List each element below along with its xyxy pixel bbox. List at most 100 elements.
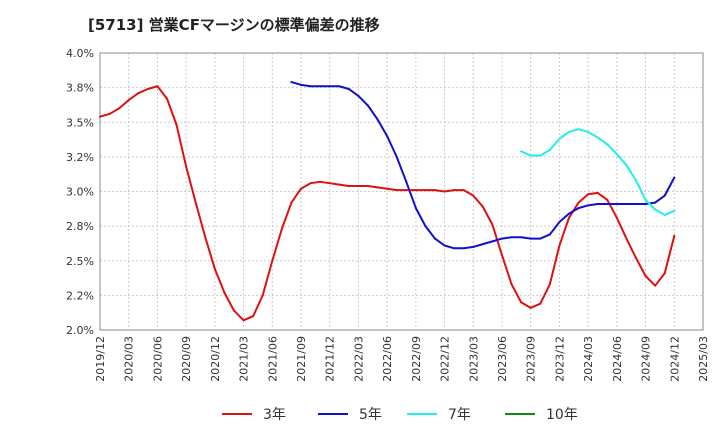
data-point-5年	[501, 237, 503, 240]
x-tick-label: 2024/09	[640, 336, 653, 382]
data-point-3年	[443, 190, 446, 193]
data-point-7年	[663, 214, 666, 217]
data-point-3年	[673, 234, 676, 237]
x-tick-label: 2022/09	[410, 336, 423, 382]
data-point-5年	[462, 247, 465, 250]
data-point-3年	[596, 191, 599, 194]
x-tick-label: 2023/09	[525, 336, 538, 382]
x-tick-label: 2020/09	[180, 336, 193, 382]
data-point-7年	[673, 209, 676, 212]
data-point-5年	[405, 180, 408, 183]
data-point-3年	[242, 319, 245, 322]
y-tick-label: 3.0%	[66, 186, 94, 199]
data-point-3年	[118, 107, 121, 110]
data-point-5年	[596, 202, 599, 205]
data-point-3年	[194, 201, 197, 204]
data-point-5年	[587, 204, 590, 207]
plot-area-border	[99, 52, 704, 331]
x-tick-label: 2021/06	[266, 336, 279, 382]
data-point-5年	[290, 81, 293, 84]
data-point-5年	[644, 202, 647, 205]
data-point-7年	[520, 150, 523, 153]
x-tick-label: 2023/03	[467, 336, 480, 382]
data-point-3年	[156, 85, 159, 88]
data-point-7年	[625, 164, 628, 167]
data-point-7年	[644, 198, 647, 201]
x-tick-label: 2023/12	[553, 336, 566, 382]
data-point-3年	[635, 256, 637, 259]
data-point-3年	[223, 291, 226, 294]
y-tick-label: 3.8%	[66, 82, 94, 95]
legend-label-10年: 10年	[546, 407, 578, 423]
data-point-5年	[386, 135, 389, 138]
legend: 3年 5年 7年 10年	[222, 407, 578, 423]
data-point-5年	[453, 247, 456, 250]
x-tick-label: 2022/03	[352, 336, 365, 382]
data-point-3年	[261, 294, 264, 297]
data-point-3年	[290, 201, 293, 204]
data-point-7年	[539, 154, 542, 157]
data-point-3年	[204, 236, 207, 239]
data-point-3年	[376, 186, 379, 189]
data-point-7年	[606, 143, 609, 146]
data-point-5年	[414, 207, 417, 210]
x-tick-label: 2025/03	[697, 336, 710, 382]
y-tick-label: 2.8%	[66, 220, 94, 233]
data-point-7年	[548, 148, 551, 151]
data-point-3年	[338, 183, 341, 186]
data-point-3年	[347, 184, 350, 187]
data-point-3年	[606, 198, 609, 201]
data-point-3年	[137, 92, 140, 95]
data-point-5年	[635, 202, 637, 205]
data-point-3年	[405, 189, 408, 192]
data-point-5年	[510, 236, 513, 239]
x-tick-label: 2022/06	[381, 336, 394, 382]
x-tick-label: 2021/12	[324, 336, 337, 382]
y-tick-label: 2.0%	[66, 324, 94, 337]
data-point-3年	[615, 216, 618, 219]
y-tick-label: 4.0%	[66, 47, 94, 60]
data-point-5年	[319, 85, 322, 88]
x-tick-label: 2024/12	[668, 336, 681, 382]
data-point-7年	[568, 130, 570, 133]
data-point-5年	[568, 212, 570, 215]
data-point-3年	[453, 189, 456, 192]
data-point-3年	[328, 182, 331, 185]
data-point-3年	[185, 165, 188, 168]
data-point-5年	[434, 237, 436, 240]
data-point-3年	[271, 259, 274, 262]
data-point-3年	[481, 205, 484, 208]
data-point-3年	[577, 201, 580, 204]
data-point-5年	[367, 104, 369, 107]
y-tick-label: 2.2%	[66, 289, 94, 302]
data-point-5年	[395, 155, 398, 158]
y-tick-label: 3.5%	[66, 116, 94, 129]
data-point-5年	[328, 85, 331, 88]
data-point-3年	[414, 189, 417, 192]
data-point-5年	[376, 118, 379, 121]
data-point-7年	[615, 153, 618, 156]
series-layer	[99, 81, 676, 322]
data-point-3年	[558, 244, 561, 247]
x-tick-label: 2020/06	[151, 336, 164, 382]
data-point-3年	[510, 283, 513, 286]
data-point-3年	[300, 187, 302, 190]
data-point-3年	[654, 284, 657, 287]
data-point-3年	[548, 283, 551, 286]
data-point-3年	[472, 194, 475, 197]
data-point-3年	[663, 272, 666, 275]
data-point-5年	[529, 237, 532, 240]
data-point-3年	[395, 189, 398, 192]
data-point-5年	[347, 88, 350, 91]
data-point-3年	[146, 88, 149, 91]
data-point-3年	[252, 315, 255, 318]
data-point-3年	[644, 274, 647, 277]
data-point-5年	[548, 233, 551, 236]
data-point-3年	[587, 193, 590, 196]
data-point-5年	[424, 225, 427, 228]
data-point-5年	[520, 236, 523, 239]
data-point-5年	[606, 202, 609, 205]
data-point-3年	[233, 309, 235, 312]
data-point-7年	[529, 154, 532, 157]
